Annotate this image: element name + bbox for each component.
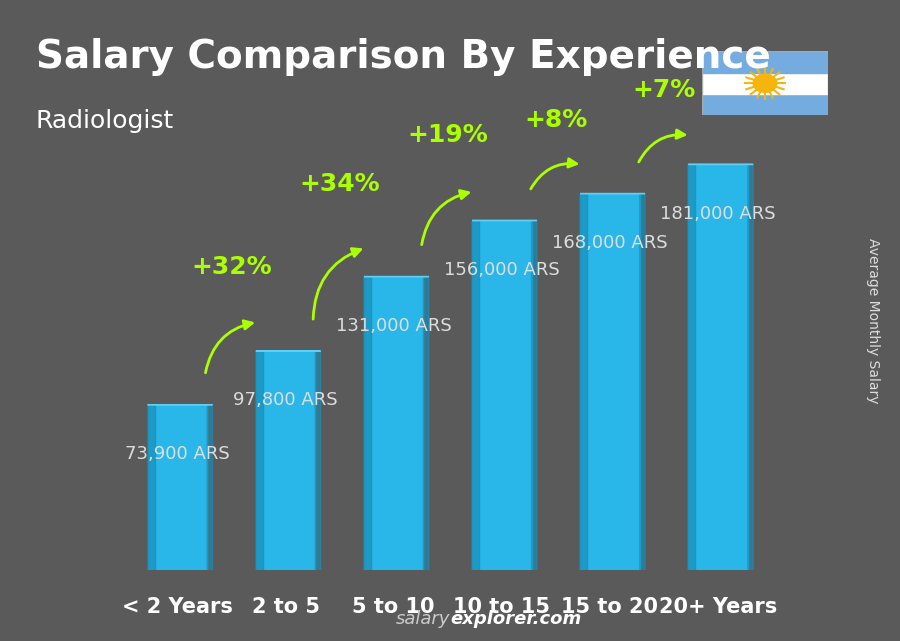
Text: 73,900 ARS: 73,900 ARS <box>125 445 230 463</box>
Text: 20+ Years: 20+ Years <box>659 597 778 617</box>
Text: 168,000 ARS: 168,000 ARS <box>552 234 668 252</box>
Text: +7%: +7% <box>633 78 696 102</box>
Text: +19%: +19% <box>408 123 488 147</box>
Bar <box>702 94 828 115</box>
Text: +34%: +34% <box>300 172 380 196</box>
Text: Radiologist: Radiologist <box>36 109 175 133</box>
Polygon shape <box>640 194 645 570</box>
Polygon shape <box>315 351 320 570</box>
Polygon shape <box>748 164 753 570</box>
Bar <box>256 351 263 570</box>
Text: salary: salary <box>396 610 450 628</box>
Bar <box>688 164 696 570</box>
Text: 5 to 10: 5 to 10 <box>353 597 435 617</box>
Bar <box>688 164 748 570</box>
Bar <box>364 277 423 570</box>
Polygon shape <box>532 221 537 570</box>
Text: 10 to 15: 10 to 15 <box>454 597 550 617</box>
Bar <box>256 351 315 570</box>
Text: +32%: +32% <box>191 255 272 279</box>
Text: Average Monthly Salary: Average Monthly Salary <box>866 238 880 403</box>
Text: 131,000 ARS: 131,000 ARS <box>336 317 452 335</box>
Bar <box>148 404 155 570</box>
Bar <box>472 221 479 570</box>
Text: < 2 Years: < 2 Years <box>122 597 233 617</box>
Polygon shape <box>423 276 428 570</box>
Text: 181,000 ARS: 181,000 ARS <box>661 204 776 223</box>
Bar <box>702 51 828 72</box>
Bar <box>580 194 588 570</box>
Polygon shape <box>207 404 212 570</box>
Bar <box>702 72 828 94</box>
Circle shape <box>753 74 777 92</box>
Text: 97,800 ARS: 97,800 ARS <box>233 392 338 410</box>
Text: explorer.com: explorer.com <box>450 610 581 628</box>
Text: +8%: +8% <box>524 108 588 132</box>
Bar <box>580 194 640 570</box>
Bar <box>472 221 532 570</box>
Text: Salary Comparison By Experience: Salary Comparison By Experience <box>36 38 770 76</box>
Bar <box>148 404 207 570</box>
Text: 15 to 20: 15 to 20 <box>562 597 659 617</box>
Text: 156,000 ARS: 156,000 ARS <box>444 261 560 279</box>
Bar <box>364 277 371 570</box>
Text: 2 to 5: 2 to 5 <box>251 597 320 617</box>
